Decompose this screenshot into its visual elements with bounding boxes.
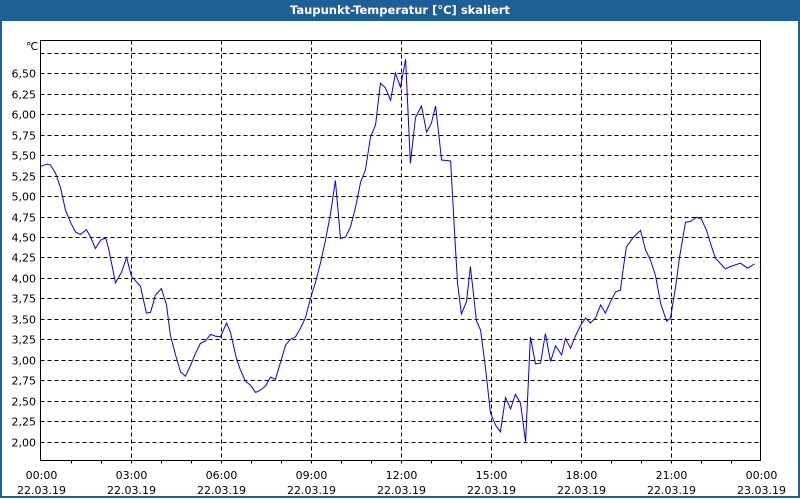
- grid-lines: [40, 40, 761, 461]
- x-tick-date: 22.03.19: [287, 484, 336, 497]
- x-tick-date: 22.03.19: [107, 484, 156, 497]
- x-tick-time: 18:00: [566, 469, 598, 482]
- y-tick-label: 3,75: [12, 293, 37, 306]
- y-tick-label: 3,50: [12, 314, 37, 327]
- x-tick-time: 15:00: [476, 469, 508, 482]
- y-tick-label: 2,50: [12, 396, 37, 409]
- y-tick-label: 4,50: [12, 232, 37, 245]
- y-tick-label: 5,75: [12, 130, 37, 143]
- x-tick-time: 00:00: [26, 469, 58, 482]
- x-tick-time: 00:00: [746, 469, 778, 482]
- y-tick-label: 3,25: [12, 334, 37, 347]
- y-axis-unit-label: ℃: [26, 40, 38, 53]
- y-tick-label: 4,25: [12, 252, 37, 265]
- x-tick-date: 22.03.19: [557, 484, 606, 497]
- x-axis-ticks: 00:00 22.03.19 03:00 22.03.19 06:00 22.03.19 0…: [17, 460, 786, 497]
- y-tick-label: 2,75: [12, 375, 37, 388]
- y-tick-label: 4,75: [12, 212, 37, 225]
- y-tick-label: 2,25: [12, 416, 37, 429]
- y-tick-label: 6,25: [12, 89, 37, 102]
- x-tick-date: 22.03.19: [467, 484, 516, 497]
- y-tick-label: 6,00: [12, 109, 37, 122]
- y-axis-ticks: 2,00 2,25 2,50 2,75 3,00 3,25 3,50 3,75 4,00 4,25…: [12, 68, 37, 450]
- x-tick-date: 22.03.19: [647, 484, 696, 497]
- x-tick-date: 23.03.19: [737, 484, 786, 497]
- x-tick-date: 22.03.19: [197, 484, 246, 497]
- y-tick-label: 5,50: [12, 150, 37, 163]
- y-tick-label: 3,00: [12, 355, 37, 368]
- y-tick-label: 5,25: [12, 171, 37, 184]
- window-title: Taupunkt-Temperatur [°C] skaliert: [0, 0, 800, 21]
- x-tick-time: 09:00: [296, 469, 328, 482]
- plot-frame: [40, 40, 761, 461]
- x-tick-date: 22.03.19: [17, 484, 66, 497]
- x-tick-date: 22.03.19: [377, 484, 426, 497]
- y-tick-label: 6,50: [12, 68, 37, 81]
- y-tick-label: 5,00: [12, 191, 37, 204]
- series-line: [40, 59, 755, 442]
- x-tick-time: 03:00: [116, 469, 148, 482]
- y-tick-label: 4,00: [12, 273, 37, 286]
- x-tick-time: 12:00: [386, 469, 418, 482]
- y-tick-label: 2,00: [12, 437, 37, 450]
- x-tick-time: 06:00: [206, 469, 238, 482]
- x-tick-time: 21:00: [656, 469, 688, 482]
